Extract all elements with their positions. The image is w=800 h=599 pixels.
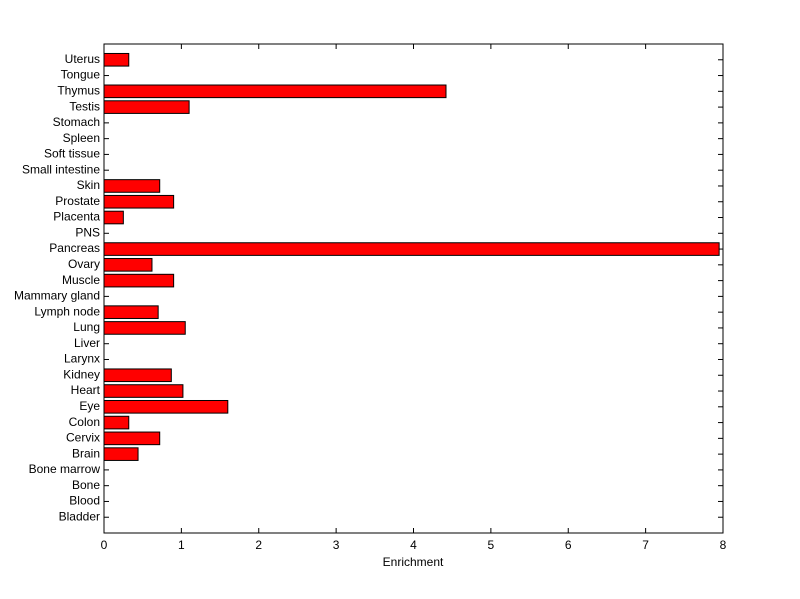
y-tick-label: Eye	[79, 399, 100, 413]
x-tick-label: 0	[101, 538, 108, 552]
bar	[103, 258, 153, 272]
bar	[103, 273, 175, 288]
x-tick-label: 4	[410, 538, 417, 552]
y-tick-label: Heart	[71, 383, 101, 397]
bar	[103, 194, 175, 209]
y-tick-label: Thymus	[57, 83, 100, 97]
y-tick-label: Prostate	[55, 194, 100, 208]
y-tick-label: PNS	[75, 225, 100, 239]
y-tick-label: Placenta	[53, 210, 100, 224]
y-tick-label: Tongue	[61, 68, 101, 82]
bar	[103, 399, 229, 414]
y-tick-label: Pancreas	[49, 241, 100, 255]
bar	[103, 242, 720, 256]
bar	[103, 447, 139, 461]
bar	[103, 210, 124, 225]
y-tick-label: Spleen	[63, 131, 100, 145]
x-tick-label: 8	[720, 538, 727, 552]
bar	[103, 368, 172, 383]
y-tick-label: Liver	[74, 336, 100, 350]
y-tick-label: Lymph node	[34, 304, 100, 318]
y-tick-label: Stomach	[53, 115, 100, 129]
y-tick-label: Cervix	[66, 431, 100, 445]
y-tick-label: Uterus	[65, 52, 100, 66]
y-tick-label: Mammary gland	[14, 289, 100, 303]
bar	[103, 52, 130, 67]
bar	[103, 431, 161, 446]
x-axis-label: Enrichment	[383, 555, 444, 569]
y-tick-label: Larynx	[64, 352, 100, 366]
x-tick-label: 5	[488, 538, 495, 552]
x-tick-label: 6	[565, 538, 572, 552]
x-tick-label: 1	[178, 538, 185, 552]
bar	[103, 415, 130, 430]
y-tick-label: Muscle	[62, 273, 100, 287]
y-tick-label: Lung	[73, 320, 100, 334]
bar	[103, 100, 190, 114]
bar	[103, 305, 159, 319]
y-tick-label: Bladder	[59, 509, 100, 523]
bar	[103, 384, 184, 398]
y-tick-label: Small intestine	[22, 162, 100, 176]
x-tick-label: 3	[333, 538, 340, 552]
y-tick-label: Bone	[72, 478, 100, 492]
bar	[103, 179, 161, 193]
y-tick-label: Soft tissue	[44, 147, 100, 161]
x-tick-label: 2	[255, 538, 262, 552]
y-tick-label: Blood	[69, 494, 100, 508]
y-tick-label: Testis	[69, 99, 100, 113]
bar	[103, 321, 186, 335]
bar	[103, 84, 447, 99]
y-tick-label: Brain	[72, 446, 100, 460]
plot-frame	[103, 43, 724, 534]
y-tick-label: Colon	[69, 415, 100, 429]
y-tick-label: Ovary	[68, 257, 100, 271]
y-tick-label: Kidney	[63, 367, 100, 381]
y-tick-label: Bone marrow	[29, 462, 101, 476]
x-tick-label: 7	[642, 538, 649, 552]
y-tick-label: Skin	[77, 178, 100, 192]
